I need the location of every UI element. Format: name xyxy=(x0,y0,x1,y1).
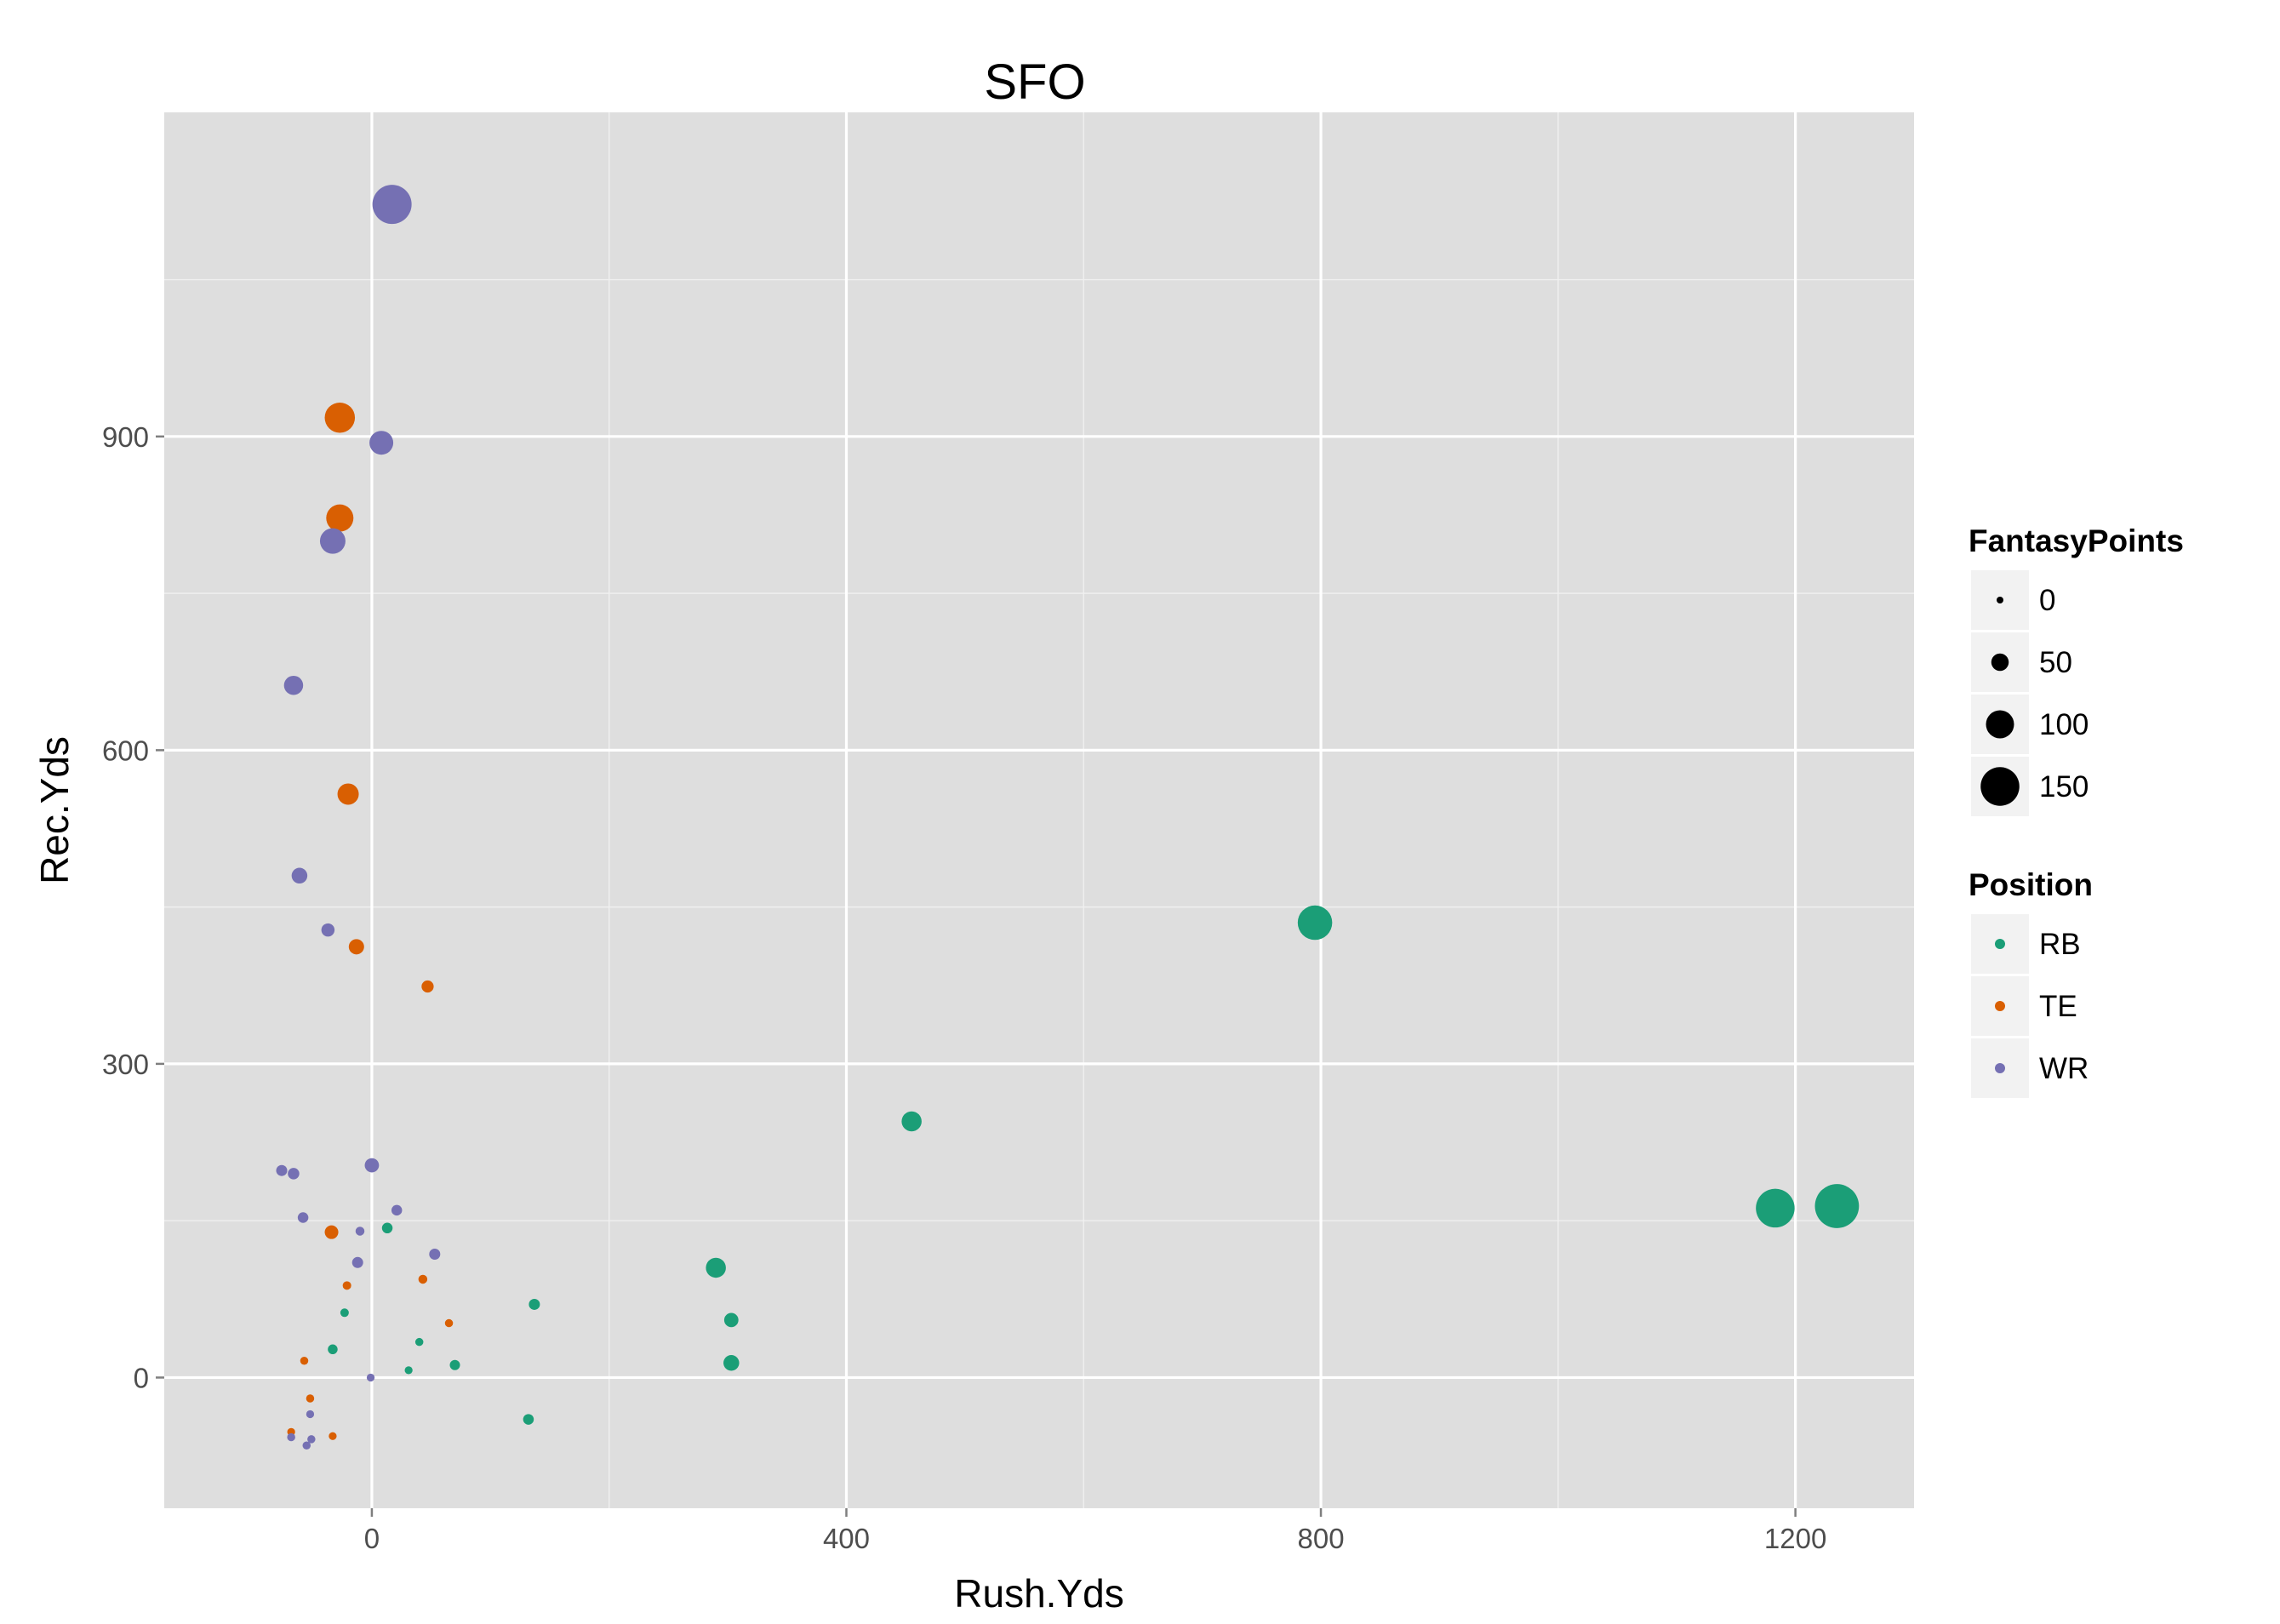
point-wr xyxy=(302,1441,311,1450)
point-wr xyxy=(355,1227,365,1236)
x-tick-label: 800 xyxy=(1298,1523,1345,1554)
size-legend-symbol xyxy=(1980,767,2020,806)
point-te xyxy=(324,1225,339,1239)
point-wr xyxy=(276,1164,288,1176)
point-te xyxy=(444,1318,454,1328)
color-legend-label: WR xyxy=(2039,1052,2089,1085)
chart-title: SFO xyxy=(984,54,1085,110)
point-rb xyxy=(723,1354,740,1371)
size-legend-label: 100 xyxy=(2039,708,2089,741)
point-wr xyxy=(369,431,394,455)
point-wr xyxy=(306,1410,315,1419)
size-legend-label: 0 xyxy=(2039,584,2055,617)
point-wr xyxy=(372,185,412,225)
x-tick-label: 1200 xyxy=(1764,1523,1826,1554)
size-legend: 0 50 100 150 xyxy=(1971,570,2089,816)
point-rb xyxy=(523,1414,534,1425)
y-axis-title: Rec.Yds xyxy=(32,736,77,884)
major-gridlines xyxy=(164,112,1914,1508)
color-legend: RB TE WR xyxy=(1971,914,2089,1098)
point-wr xyxy=(283,675,304,695)
point-te xyxy=(337,783,359,805)
point-wr xyxy=(291,867,308,884)
color-legend-label: TE xyxy=(2039,990,2077,1023)
color-legend-symbol-rb xyxy=(1995,939,2005,949)
color-legend-title: Position xyxy=(1969,867,2093,902)
y-tick-label: 600 xyxy=(102,735,149,766)
point-rb xyxy=(414,1337,424,1347)
x-axis-title: Rush.Yds xyxy=(954,1571,1123,1615)
point-rb xyxy=(328,1344,338,1355)
size-legend-symbol xyxy=(1997,597,2003,603)
color-legend-symbol-wr xyxy=(1995,1063,2005,1073)
minor-gridlines xyxy=(164,112,1914,1508)
size-legend-title: FantasyPoints xyxy=(1969,523,2184,558)
point-wr xyxy=(321,923,335,937)
point-te xyxy=(324,402,356,433)
point-wr xyxy=(319,528,346,554)
point-te xyxy=(342,1281,351,1290)
point-rb xyxy=(404,1366,413,1375)
point-rb xyxy=(340,1308,349,1318)
point-rb xyxy=(529,1298,540,1310)
data-points xyxy=(276,185,1860,1450)
point-wr xyxy=(391,1204,403,1216)
size-legend-label: 150 xyxy=(2039,770,2089,803)
point-wr xyxy=(288,1168,300,1180)
point-te xyxy=(348,939,364,955)
point-te xyxy=(418,1274,428,1284)
point-rb xyxy=(901,1111,922,1132)
point-rb xyxy=(1756,1188,1795,1228)
color-legend-symbol-te xyxy=(1995,1001,2005,1011)
point-wr xyxy=(429,1248,441,1260)
point-wr xyxy=(364,1158,380,1173)
color-legend-label: RB xyxy=(2039,928,2081,961)
x-tick-label: 0 xyxy=(364,1523,380,1554)
legend: FantasyPoints 0 50 100 150 Position RB TE WR xyxy=(1969,523,2184,1098)
point-wr xyxy=(307,1435,316,1444)
x-tick-label: 400 xyxy=(823,1523,870,1554)
point-te xyxy=(329,1432,337,1440)
point-rb xyxy=(449,1359,460,1370)
y-tick-label: 0 xyxy=(134,1362,149,1393)
point-rb xyxy=(1814,1184,1860,1228)
point-te xyxy=(326,504,354,532)
point-te xyxy=(300,1357,309,1365)
y-axis-ticks: 0 300 600 900 xyxy=(102,421,164,1393)
plot-panel xyxy=(164,112,1914,1508)
point-wr xyxy=(351,1256,363,1268)
point-rb xyxy=(706,1257,726,1278)
point-wr xyxy=(297,1212,309,1223)
point-wr xyxy=(366,1373,375,1382)
point-wr xyxy=(287,1432,295,1442)
x-axis-ticks: 0 400 800 1200 xyxy=(364,1508,1826,1554)
point-rb xyxy=(723,1312,739,1328)
size-legend-label: 50 xyxy=(2039,646,2072,679)
y-tick-label: 900 xyxy=(102,421,149,453)
point-rb xyxy=(1297,905,1333,941)
y-tick-label: 300 xyxy=(102,1049,149,1080)
point-te xyxy=(306,1394,315,1403)
point-rb xyxy=(381,1222,393,1234)
point-te xyxy=(421,980,434,993)
size-legend-symbol xyxy=(1986,710,2014,739)
size-legend-symbol xyxy=(1991,653,2009,672)
